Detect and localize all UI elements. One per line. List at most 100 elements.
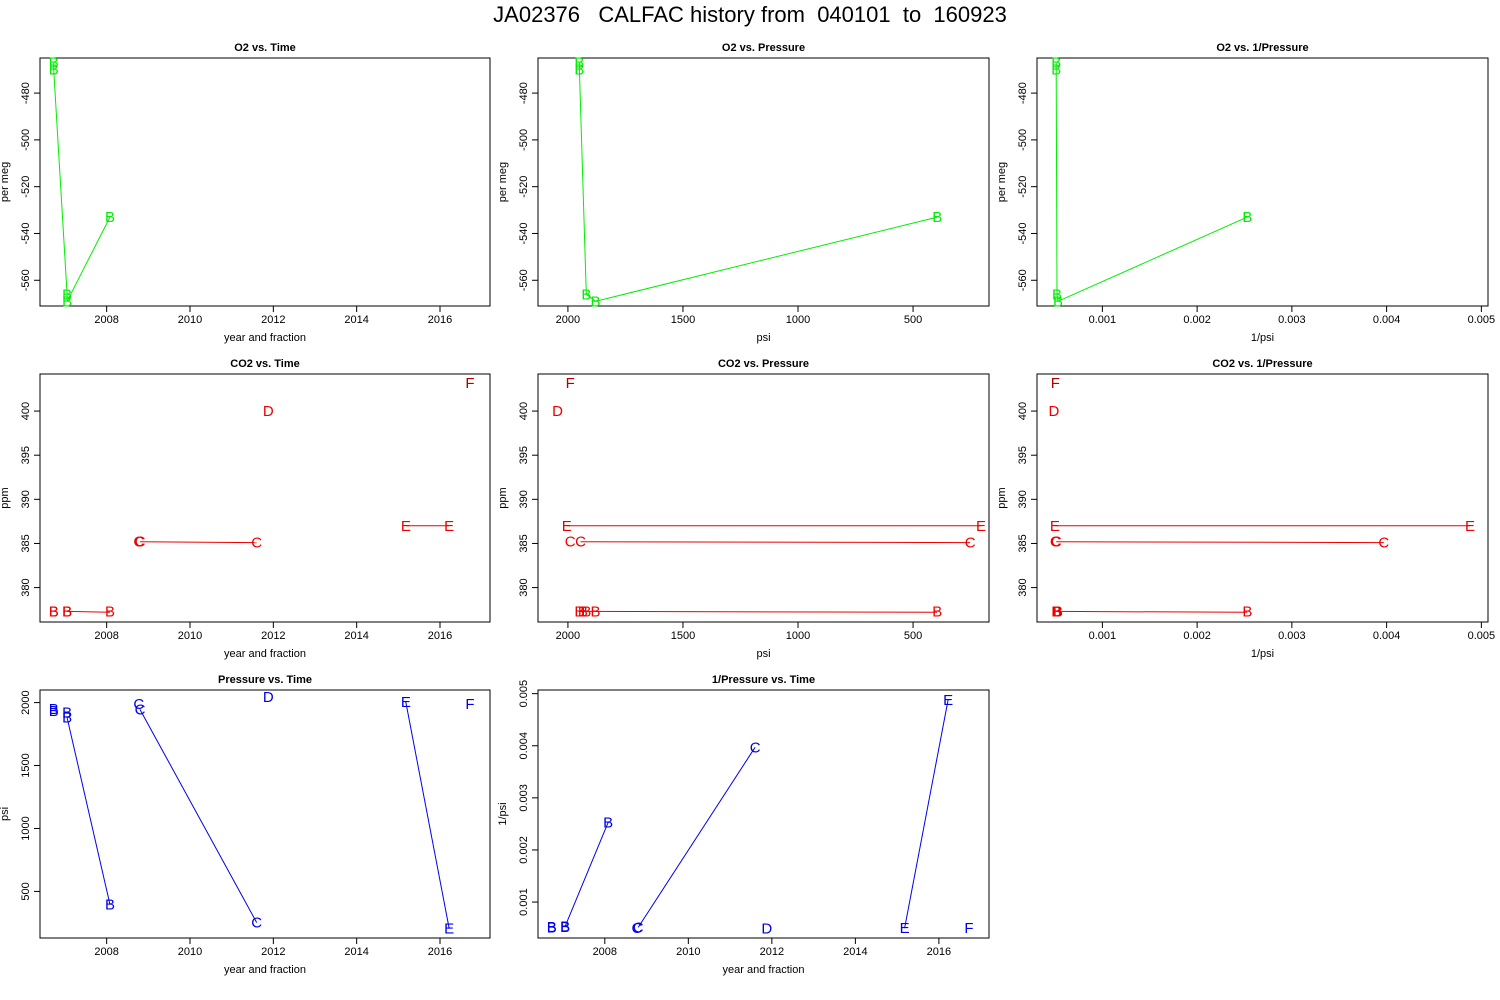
series-line (1056, 541, 1384, 544)
data-point-marker: C (565, 534, 576, 551)
y-axis-label: ppm (0, 487, 11, 508)
data-point-marker: B (932, 603, 942, 620)
y-tick-label: -500 (20, 129, 32, 151)
data-point-marker: E (1050, 518, 1060, 535)
x-tick-label: 2008 (94, 630, 118, 642)
data-point-marker: B (1052, 603, 1062, 620)
x-tick-label: 2016 (428, 630, 452, 642)
data-point-marker: C (135, 702, 146, 719)
x-axis-label: psi (756, 648, 770, 660)
data-point-marker: E (1465, 518, 1475, 535)
x-tick-label: 0.005 (1468, 630, 1496, 642)
data-point-marker: C (251, 915, 262, 932)
x-tick-label: 0.004 (1373, 314, 1401, 326)
data-point-marker: B (62, 710, 72, 727)
y-tick-label: 380 (20, 578, 32, 596)
y-tick-label: 2000 (20, 690, 32, 714)
data-point-marker: E (401, 518, 411, 535)
chart-title: CO2 vs. 1/Pressure (1212, 358, 1312, 370)
y-axis-label: per meg (996, 162, 1008, 202)
data-point-marker: C (575, 534, 586, 551)
data-point-marker: B (62, 603, 72, 620)
data-point-marker: C (133, 534, 144, 551)
x-tick-label: 0.001 (1089, 630, 1117, 642)
plot-frame (39, 57, 491, 307)
y-tick-label: 0.004 (518, 732, 530, 760)
data-point-marker: C (632, 920, 643, 937)
chart-panel-7: Pressure vs. Time 2008 2010 2012 2014 2016 500… (0, 674, 491, 976)
x-axis-label: year and fraction (224, 964, 306, 976)
data-point-marker: E (444, 518, 454, 535)
x-tick-label: 2008 (593, 946, 617, 958)
x-tick-label: 2012 (261, 630, 285, 642)
data-point-marker: B (49, 603, 59, 620)
x-tick-label: 2012 (261, 946, 285, 958)
y-tick-label: 390 (20, 490, 32, 508)
series-line (139, 709, 258, 923)
data-point-marker: B (591, 603, 601, 620)
data-point-marker: C (133, 696, 144, 713)
x-tick-label: 2000 (556, 314, 580, 326)
x-tick-label: 0.004 (1373, 630, 1401, 642)
x-tick-label: 500 (904, 630, 922, 642)
series-line (637, 747, 756, 928)
y-tick-label: 390 (1017, 490, 1029, 508)
plot-frame (39, 373, 491, 623)
y-tick-label: -560 (1017, 269, 1029, 291)
data-point-marker: C (251, 535, 262, 552)
data-point-marker: F (465, 375, 474, 392)
chart-title: O2 vs. Time (234, 42, 296, 54)
chart-panel-4: CO2 vs. Time 2008 2010 2012 2014 2016 380 385 39… (0, 358, 491, 660)
data-point-marker: B (547, 919, 557, 936)
y-tick-label: 400 (20, 402, 32, 420)
x-axis-label: year and fraction (723, 964, 805, 976)
data-point-marker: F (465, 696, 474, 713)
data-point-marker: B (62, 293, 72, 310)
y-tick-label: 385 (1017, 534, 1029, 552)
data-point-marker: B (547, 919, 557, 936)
x-axis-label: year and fraction (224, 648, 306, 660)
data-point-marker: C (633, 919, 644, 936)
data-point-marker: D (552, 403, 563, 420)
x-tick-label: 0.005 (1468, 314, 1496, 326)
x-tick-label: 2012 (261, 314, 285, 326)
series-line (904, 699, 949, 929)
chart-title: 1/Pressure vs. Time (712, 674, 815, 686)
x-tick-label: 2010 (178, 630, 202, 642)
series-line (1055, 62, 1248, 303)
data-point-marker: B (578, 603, 588, 620)
data-point-marker: B (105, 897, 115, 914)
data-point-marker: B (1242, 603, 1252, 620)
y-tick-label: -500 (518, 129, 530, 151)
chart-title: O2 vs. 1/Pressure (1216, 42, 1308, 54)
data-point-marker: C (1050, 534, 1061, 551)
chart-panel-6: CO2 vs. 1/Pressure 0.001 0.002 0.003 0.004 0.… (996, 358, 1495, 660)
data-point-marker: B (560, 919, 570, 936)
data-point-marker: B (49, 701, 59, 718)
y-tick-label: -480 (1017, 82, 1029, 104)
y-tick-label: 0.005 (518, 680, 530, 708)
x-tick-label: 2010 (178, 946, 202, 958)
data-point-marker: B (62, 705, 72, 722)
y-axis-label: per meg (0, 162, 11, 202)
y-tick-label: 400 (1017, 402, 1029, 420)
plot-frame (1036, 57, 1489, 307)
x-tick-label: 0.002 (1183, 314, 1211, 326)
data-point-marker: E (900, 920, 910, 937)
y-tick-label: -480 (20, 82, 32, 104)
y-tick-label: 395 (20, 446, 32, 464)
chart-panel-2: O2 vs. Pressure 2000 1500 1000 500 -560 -540 -5… (497, 42, 990, 344)
data-point-marker: B (591, 293, 601, 310)
y-tick-label: 500 (20, 882, 32, 900)
y-tick-label: 390 (518, 490, 530, 508)
x-tick-label: 2014 (344, 630, 368, 642)
data-point-marker: B (1052, 603, 1062, 620)
x-tick-label: 0.002 (1183, 630, 1211, 642)
y-tick-label: 1500 (20, 753, 32, 777)
y-tick-label: 395 (1017, 446, 1029, 464)
data-point-marker: C (750, 739, 761, 756)
data-point-marker: B (1051, 62, 1061, 79)
y-axis-label: ppm (996, 487, 1008, 508)
data-point-marker: B (62, 603, 72, 620)
